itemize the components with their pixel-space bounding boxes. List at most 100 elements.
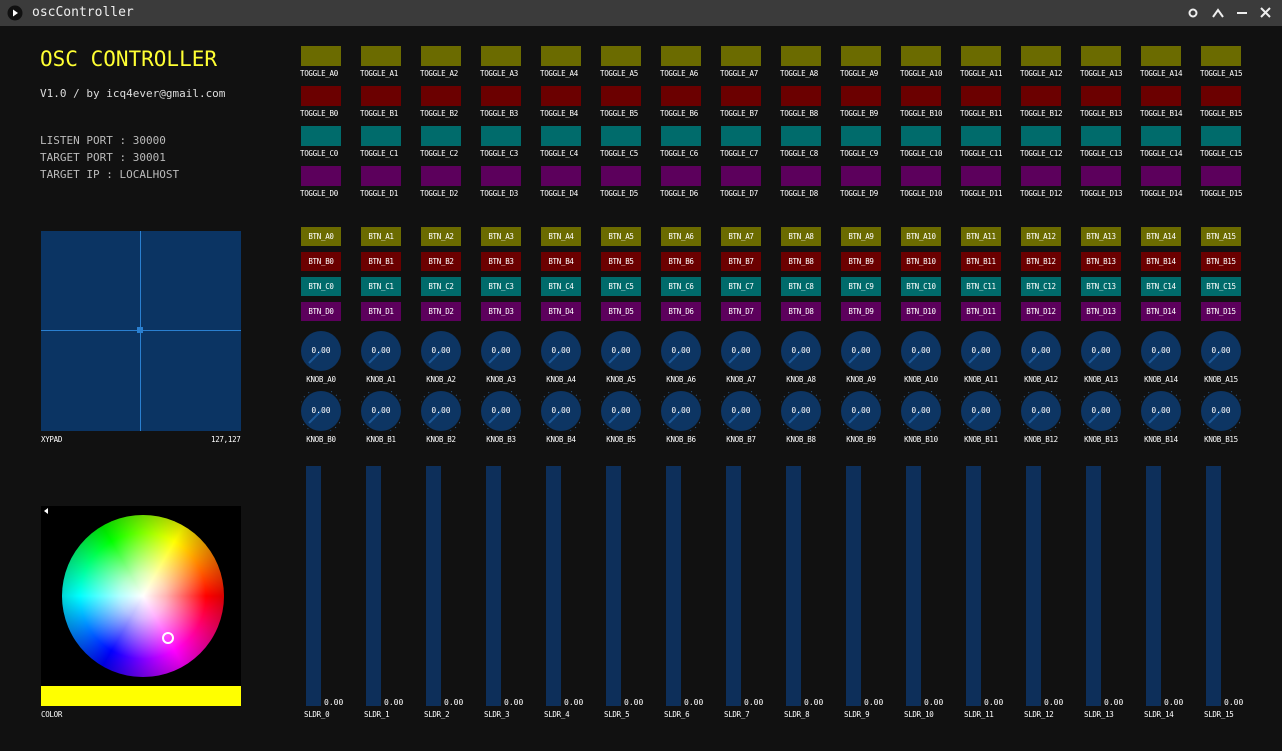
color-wheel[interactable]: [62, 515, 224, 677]
button[interactable]: BTN_D10: [901, 302, 941, 321]
button[interactable]: BTN_B2: [421, 252, 461, 271]
button[interactable]: BTN_C12: [1021, 277, 1061, 296]
toggle[interactable]: [361, 166, 401, 186]
slider[interactable]: [1026, 466, 1041, 706]
toggle[interactable]: [841, 126, 881, 146]
toggle[interactable]: [661, 126, 701, 146]
toggle[interactable]: [1201, 126, 1241, 146]
button[interactable]: BTN_C7: [721, 277, 761, 296]
toggle[interactable]: [301, 46, 341, 66]
slider[interactable]: [786, 466, 801, 706]
button[interactable]: BTN_C15: [1201, 277, 1241, 296]
toggle[interactable]: [661, 166, 701, 186]
button[interactable]: BTN_A7: [721, 227, 761, 246]
toggle[interactable]: [1141, 126, 1181, 146]
button[interactable]: BTN_D9: [841, 302, 881, 321]
toggle[interactable]: [721, 46, 761, 66]
button[interactable]: BTN_D13: [1081, 302, 1121, 321]
button[interactable]: BTN_B13: [1081, 252, 1121, 271]
toggle[interactable]: [901, 86, 941, 106]
toggle[interactable]: [421, 166, 461, 186]
button[interactable]: BTN_C9: [841, 277, 881, 296]
button[interactable]: BTN_B1: [361, 252, 401, 271]
button[interactable]: BTN_A3: [481, 227, 521, 246]
slider[interactable]: [606, 466, 621, 706]
knob[interactable]: [901, 391, 941, 431]
slider[interactable]: [486, 466, 501, 706]
toggle[interactable]: [421, 126, 461, 146]
toggle[interactable]: [421, 46, 461, 66]
button[interactable]: BTN_C1: [361, 277, 401, 296]
knob[interactable]: [481, 331, 521, 371]
slider[interactable]: [966, 466, 981, 706]
button[interactable]: BTN_C2: [421, 277, 461, 296]
toggle[interactable]: [361, 86, 401, 106]
toggle[interactable]: [481, 126, 521, 146]
button[interactable]: BTN_A14: [1141, 227, 1181, 246]
toggle[interactable]: [901, 166, 941, 186]
knob[interactable]: [1201, 331, 1241, 371]
button[interactable]: BTN_D12: [1021, 302, 1061, 321]
toggle[interactable]: [1141, 166, 1181, 186]
button[interactable]: BTN_A5: [601, 227, 641, 246]
toggle[interactable]: [1081, 166, 1121, 186]
toggle[interactable]: [841, 46, 881, 66]
button[interactable]: BTN_B7: [721, 252, 761, 271]
toggle[interactable]: [1141, 46, 1181, 66]
button[interactable]: BTN_C5: [601, 277, 641, 296]
button[interactable]: BTN_C4: [541, 277, 581, 296]
button[interactable]: BTN_A10: [901, 227, 941, 246]
button[interactable]: BTN_C0: [301, 277, 341, 296]
button[interactable]: BTN_D2: [421, 302, 461, 321]
toggle[interactable]: [781, 46, 821, 66]
toggle[interactable]: [481, 166, 521, 186]
slider[interactable]: [666, 466, 681, 706]
knob[interactable]: [541, 391, 581, 431]
toggle[interactable]: [661, 46, 701, 66]
button[interactable]: BTN_D8: [781, 302, 821, 321]
button[interactable]: BTN_A6: [661, 227, 701, 246]
toggle[interactable]: [481, 46, 521, 66]
toggle[interactable]: [961, 126, 1001, 146]
knob[interactable]: [301, 391, 341, 431]
button[interactable]: BTN_D6: [661, 302, 701, 321]
button[interactable]: BTN_D3: [481, 302, 521, 321]
knob[interactable]: [841, 391, 881, 431]
toggle[interactable]: [601, 166, 641, 186]
toggle[interactable]: [1021, 166, 1061, 186]
toggle[interactable]: [1141, 86, 1181, 106]
button[interactable]: BTN_B6: [661, 252, 701, 271]
button[interactable]: BTN_A13: [1081, 227, 1121, 246]
toggle[interactable]: [901, 126, 941, 146]
button[interactable]: BTN_B9: [841, 252, 881, 271]
button[interactable]: BTN_A4: [541, 227, 581, 246]
button[interactable]: BTN_C13: [1081, 277, 1121, 296]
button[interactable]: BTN_B3: [481, 252, 521, 271]
toggle[interactable]: [961, 86, 1001, 106]
slider[interactable]: [906, 466, 921, 706]
knob[interactable]: [1141, 331, 1181, 371]
button[interactable]: BTN_A9: [841, 227, 881, 246]
button[interactable]: BTN_A12: [1021, 227, 1061, 246]
toggle[interactable]: [721, 166, 761, 186]
toggle[interactable]: [781, 86, 821, 106]
button[interactable]: BTN_B11: [961, 252, 1001, 271]
window-controls[interactable]: [1186, 6, 1276, 20]
toggle[interactable]: [301, 166, 341, 186]
button[interactable]: BTN_A8: [781, 227, 821, 246]
knob[interactable]: [781, 331, 821, 371]
toggle[interactable]: [421, 86, 461, 106]
toggle[interactable]: [1201, 46, 1241, 66]
button[interactable]: BTN_A15: [1201, 227, 1241, 246]
toggle[interactable]: [1081, 126, 1121, 146]
button[interactable]: BTN_B8: [781, 252, 821, 271]
toggle[interactable]: [781, 126, 821, 146]
toggle[interactable]: [961, 166, 1001, 186]
button[interactable]: BTN_D4: [541, 302, 581, 321]
toggle[interactable]: [541, 46, 581, 66]
knob[interactable]: [661, 331, 701, 371]
knob[interactable]: [421, 331, 461, 371]
toggle[interactable]: [1201, 166, 1241, 186]
knob[interactable]: [361, 391, 401, 431]
toggle[interactable]: [661, 86, 701, 106]
